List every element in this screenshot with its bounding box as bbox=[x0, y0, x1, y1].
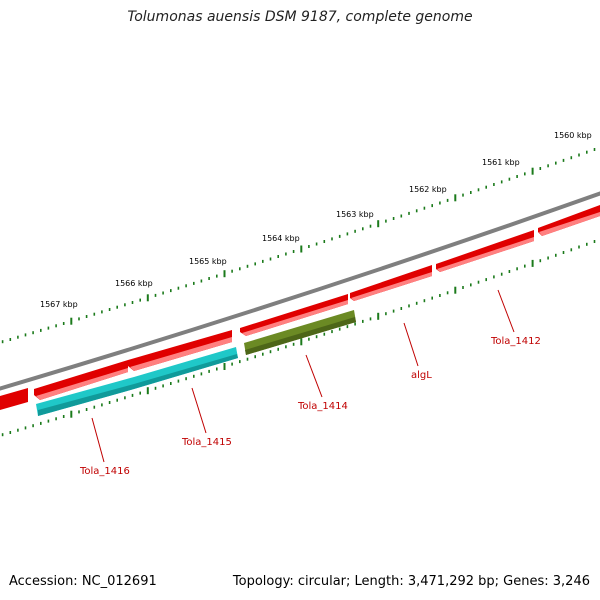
tick-label-1567: 1567 kbp bbox=[40, 300, 78, 309]
gene-label-tola-1416: Tola_1416 bbox=[79, 466, 130, 477]
reverse-gene-shade bbox=[134, 354, 238, 389]
inner-tick-ring bbox=[1, 240, 596, 437]
forward-gene-shade bbox=[36, 368, 128, 400]
reverse-strand-genes bbox=[36, 310, 356, 416]
gene-label-tola-1415: Tola_1415 bbox=[181, 437, 232, 448]
forward-gene-shade bbox=[539, 212, 600, 236]
tick-label-1565: 1565 kbp bbox=[189, 257, 227, 266]
tick-label-1562: 1562 kbp bbox=[409, 185, 447, 194]
tick-label-1561: 1561 kbp bbox=[482, 158, 520, 167]
label-leaders bbox=[91, 289, 515, 463]
genome-backbone bbox=[0, 191, 600, 391]
forward-gene[interactable] bbox=[0, 388, 28, 410]
tick-label-1564: 1564 kbp bbox=[262, 234, 300, 243]
forward-gene-shade bbox=[242, 300, 348, 336]
topology-summary: Topology: circular; Length: 3,471,292 bp… bbox=[232, 574, 590, 589]
reverse-gene-shade bbox=[38, 384, 134, 416]
reverse-gene-shade bbox=[245, 317, 356, 355]
map-title: Tolumonas auensis DSM 9187, complete gen… bbox=[127, 9, 473, 25]
tick-label-1560: 1560 kbp bbox=[554, 131, 592, 140]
gene-label-algl: algL bbox=[411, 370, 432, 381]
forward-gene-shade bbox=[130, 337, 232, 371]
tick-label-1563: 1563 kbp bbox=[336, 210, 374, 219]
gene-label-tola-1414: Tola_1414 bbox=[297, 401, 348, 412]
gene-label-tola-1412: Tola_1412 bbox=[490, 336, 541, 347]
tick-label-1566: 1566 kbp bbox=[115, 279, 153, 288]
accession-text: Accession: NC_012691 bbox=[9, 574, 157, 589]
forward-gene-shade bbox=[437, 237, 534, 272]
forward-strand-genes bbox=[0, 205, 600, 410]
forward-gene-shade bbox=[351, 272, 432, 301]
outer-tick-ring bbox=[1, 148, 596, 344]
